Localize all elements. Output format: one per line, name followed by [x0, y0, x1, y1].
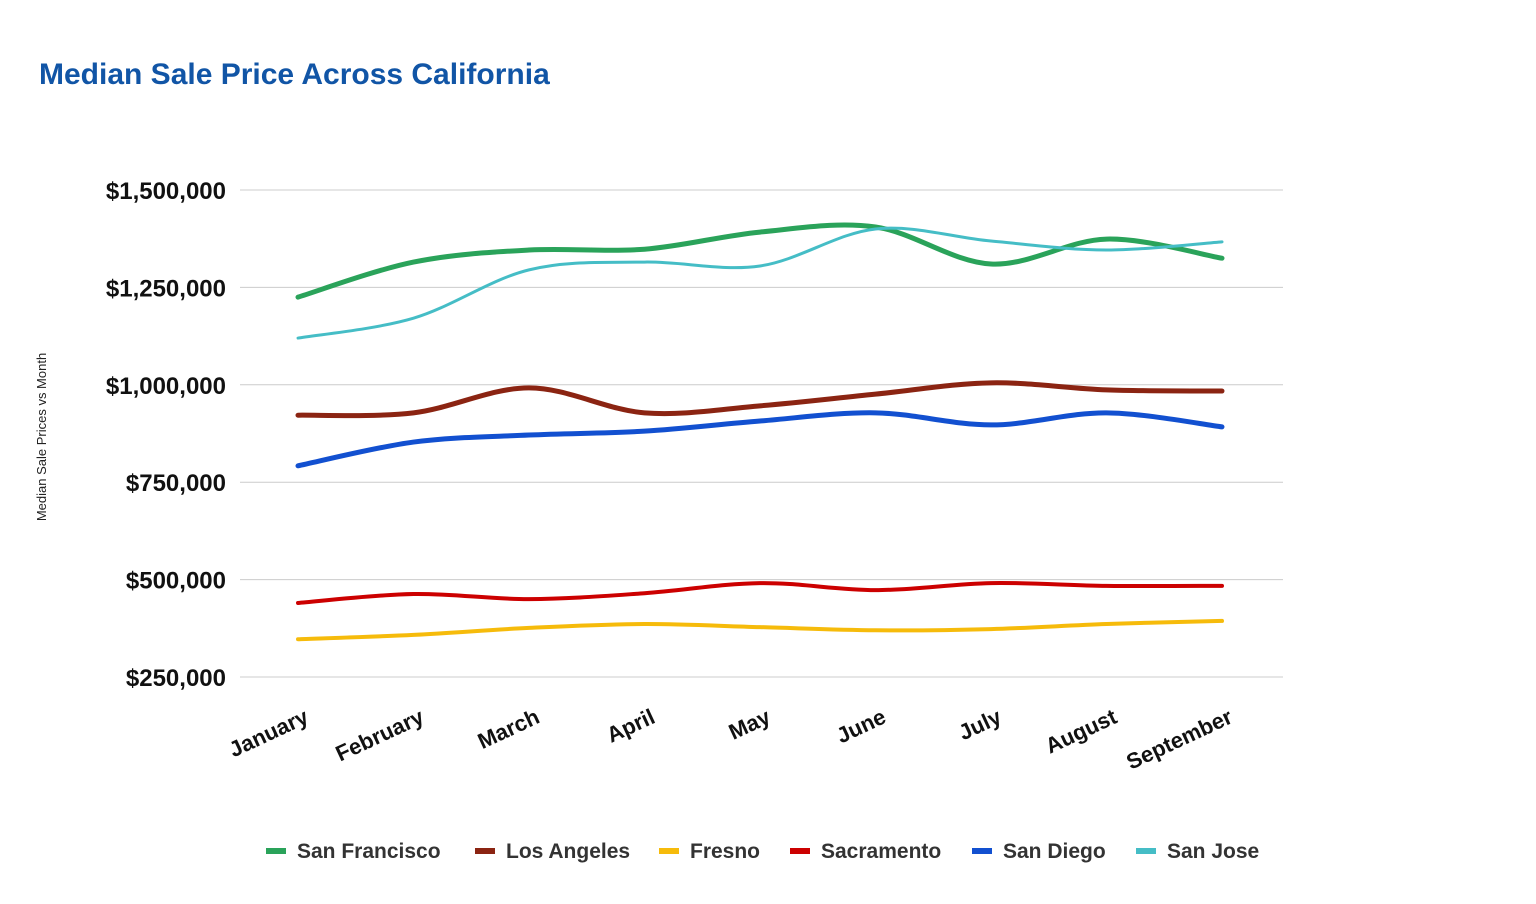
y-axis-label: Median Sale Prices vs Month: [34, 353, 49, 521]
series-line-san-jose: [296, 226, 1224, 340]
legend-swatch: [972, 848, 992, 854]
legend-label: San Jose: [1167, 840, 1259, 863]
x-tick-label: May: [725, 704, 775, 745]
series-line-san-diego: [295, 410, 1225, 469]
legend-label: Fresno: [690, 840, 760, 863]
chart-title: Median Sale Price Across California: [39, 58, 550, 91]
x-tick-label: February: [332, 704, 429, 767]
y-tick-label: $1,500,000: [106, 178, 226, 205]
y-tick-label: $250,000: [126, 665, 226, 692]
series-line-san-francisco: [295, 222, 1225, 300]
legend-label: Sacramento: [821, 840, 941, 863]
legend-swatch: [659, 848, 679, 854]
legend-swatch: [1136, 848, 1156, 854]
legend-label: San Diego: [1003, 840, 1106, 863]
series-line-fresno: [296, 618, 1224, 642]
series-line-los-angeles: [295, 380, 1225, 419]
y-tick-label: $750,000: [126, 470, 226, 497]
x-tick-label: August: [1041, 704, 1121, 759]
legend-label: San Francisco: [297, 840, 441, 863]
x-tick-label: April: [603, 704, 659, 748]
x-tick-label: January: [225, 704, 313, 763]
series-line-sacramento: [296, 580, 1224, 605]
legend-swatch: [475, 848, 495, 854]
x-tick-label: September: [1122, 704, 1236, 775]
x-tick-label: March: [474, 704, 543, 754]
x-tick-label: July: [955, 704, 1006, 746]
legend-label: Los Angeles: [506, 840, 630, 863]
legend-swatch: [266, 848, 286, 854]
y-tick-label: $500,000: [126, 568, 226, 595]
y-tick-label: $1,000,000: [106, 373, 226, 400]
x-tick-label: June: [833, 704, 890, 748]
y-tick-label: $1,250,000: [106, 275, 226, 302]
legend-swatch: [790, 848, 810, 854]
